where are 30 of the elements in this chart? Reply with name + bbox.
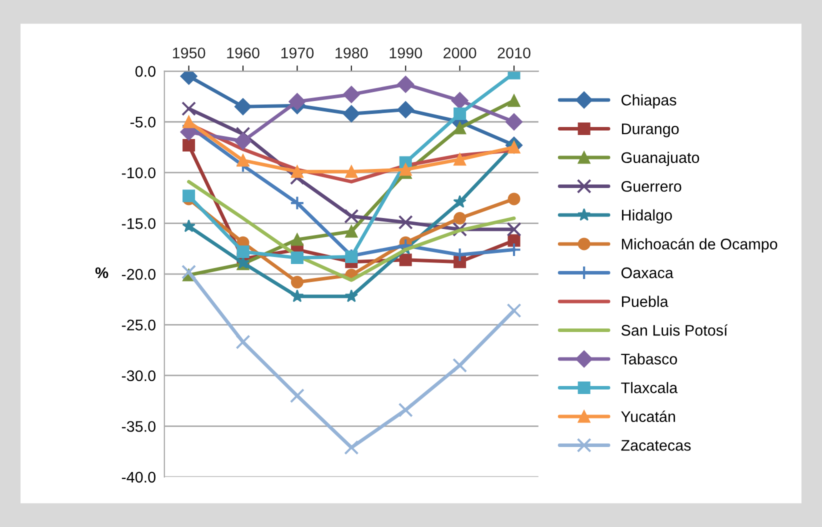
x-tick-label: 1980 <box>336 48 368 58</box>
legend-label: Hidalgo <box>622 209 672 224</box>
legend-label: Guerrero <box>622 180 682 192</box>
y-tick-label: -25.0 <box>122 320 156 330</box>
legend-label: Guanajuato <box>622 152 700 166</box>
x-tick-label: 1960 <box>227 48 260 58</box>
legend-label: Durango <box>622 124 679 138</box>
legend-label: Zacatecas <box>621 440 691 451</box>
y-axis-title: % <box>95 267 108 278</box>
y-tick-label: -30.0 <box>122 370 156 382</box>
legend-label: Chiapas <box>622 94 676 109</box>
legend-label: Oaxaca <box>621 267 674 278</box>
legend-label: Tlaxcala <box>621 382 678 394</box>
y-tick-label: 0.0 <box>135 66 156 77</box>
legend-label: Tabasco <box>621 353 678 364</box>
y-tick-label: -5.0 <box>130 116 156 128</box>
y-tick-label: -10.0 <box>122 167 156 178</box>
legend-label: Puebla <box>622 296 668 307</box>
legend-label: Yucatán <box>621 410 675 422</box>
y-tick-label: -40.0 <box>122 472 156 483</box>
y-tick-label: -35.0 <box>122 421 156 432</box>
legend-label: Michoacán de Ocampo <box>622 238 778 252</box>
legend-label: San Luis Potosí <box>621 324 728 336</box>
x-tick-label: 1950 <box>172 48 206 58</box>
x-tick-label: 2010 <box>498 48 530 58</box>
y-tick-label: -15.0 <box>122 218 156 229</box>
x-tick-label: 1970 <box>281 48 314 58</box>
x-tick-label: 1990 <box>390 48 422 58</box>
y-tick-label: -20.0 <box>122 268 156 280</box>
x-tick-label: 2000 <box>444 48 476 58</box>
